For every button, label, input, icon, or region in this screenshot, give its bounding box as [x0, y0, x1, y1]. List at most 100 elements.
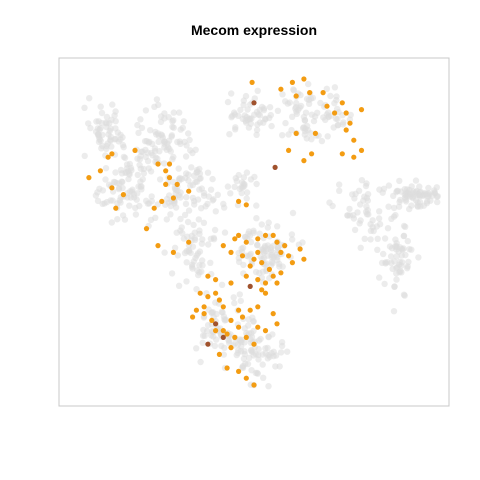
background-point [393, 253, 400, 260]
background-point [186, 136, 193, 144]
background-point [250, 352, 257, 359]
background-point [193, 286, 200, 293]
background-point [256, 119, 264, 126]
expressed-point [220, 304, 226, 310]
background-point [194, 250, 202, 257]
background-point [268, 122, 275, 130]
plot-frame [58, 57, 450, 407]
background-point [390, 308, 398, 315]
background-point [267, 247, 275, 254]
background-point [399, 259, 406, 266]
background-point [251, 173, 258, 181]
expressed-point [243, 273, 249, 279]
background-point [369, 217, 376, 224]
background-point [97, 103, 104, 110]
background-point [404, 237, 411, 245]
background-point [238, 189, 245, 197]
expressed-point [255, 236, 261, 242]
background-point [346, 205, 353, 213]
background-point [161, 138, 168, 145]
high-expression-point [220, 334, 226, 340]
expressed-point [220, 243, 226, 249]
expressed-point [243, 375, 249, 381]
background-point [311, 113, 319, 120]
expressed-point [232, 236, 238, 242]
background-point [126, 202, 133, 209]
background-point [134, 171, 141, 179]
background-point [97, 137, 104, 144]
background-point [408, 202, 415, 209]
background-point [288, 126, 295, 134]
background-point [253, 215, 260, 222]
expressed-point [358, 107, 365, 113]
expressed-point [259, 260, 265, 266]
expressed-point [166, 161, 173, 167]
background-point [132, 211, 140, 218]
background-point [108, 116, 115, 124]
background-point [406, 186, 413, 194]
background-point [134, 121, 141, 129]
background-point [305, 100, 313, 108]
background-point [154, 201, 161, 208]
expressed-point [289, 260, 295, 266]
background-point [193, 345, 200, 352]
background-point [367, 227, 375, 234]
background-point [175, 282, 183, 289]
background-point [112, 108, 119, 115]
expressed-point [224, 331, 230, 337]
background-point [103, 113, 111, 121]
expressed-point [332, 110, 338, 116]
background-point [304, 127, 312, 134]
expressed-point [216, 297, 222, 303]
background-point [221, 229, 229, 236]
background-point [103, 142, 110, 150]
expressed-point [255, 277, 261, 283]
background-point [336, 181, 343, 188]
background-point [120, 144, 127, 151]
background-point [373, 223, 380, 230]
background-point [196, 170, 204, 177]
expressed-point [255, 249, 261, 255]
background-point [331, 84, 339, 91]
high-expression-point [247, 283, 253, 289]
background-point [101, 200, 108, 207]
background-point [431, 187, 438, 194]
background-point [376, 208, 383, 215]
expressed-point [216, 351, 222, 357]
background-point [238, 179, 246, 186]
expressed-point [228, 345, 234, 351]
background-point [212, 299, 219, 306]
expressed-point [247, 307, 253, 313]
background-point [145, 165, 152, 172]
plot-area [58, 57, 450, 407]
background-point [210, 196, 217, 203]
expressed-point [307, 90, 313, 96]
expressed-point [259, 287, 265, 293]
expressed-point [255, 324, 261, 330]
expressed-point [209, 317, 215, 323]
background-point [357, 244, 364, 251]
background-point [277, 349, 285, 356]
background-point [182, 174, 189, 181]
background-point [191, 201, 198, 208]
expressed-point [186, 188, 192, 194]
expressed-point [193, 307, 199, 313]
background-point [243, 169, 251, 176]
expressed-point [255, 304, 261, 310]
background-point [151, 103, 158, 111]
background-point [402, 196, 409, 203]
background-point [201, 332, 208, 339]
background-point [238, 184, 245, 191]
background-point [198, 240, 206, 247]
expressed-point [213, 290, 219, 296]
expressed-point [274, 280, 280, 286]
background-point [221, 204, 228, 211]
background-point [284, 100, 291, 107]
background-point [425, 184, 432, 192]
expressed-point [243, 239, 249, 245]
background-point [247, 120, 254, 127]
background-point [161, 249, 168, 256]
background-point [400, 232, 407, 240]
background-point [326, 199, 333, 206]
background-point [355, 187, 363, 194]
